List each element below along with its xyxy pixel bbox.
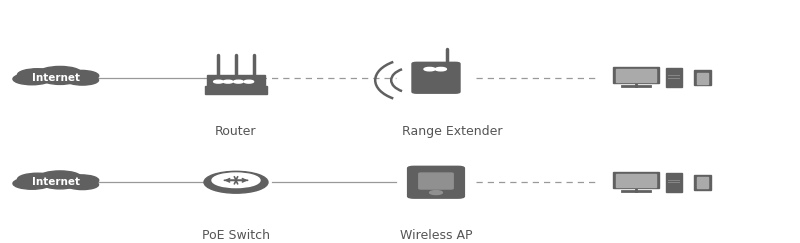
Bar	[613, 67, 659, 83]
Text: Wireless AP: Wireless AP	[400, 229, 472, 242]
Circle shape	[42, 74, 78, 84]
Text: Router: Router	[215, 125, 257, 138]
Bar	[616, 69, 656, 82]
Text: PoE Switch: PoE Switch	[202, 229, 270, 242]
Bar	[613, 172, 659, 188]
FancyBboxPatch shape	[408, 166, 464, 198]
Circle shape	[234, 80, 243, 83]
FancyBboxPatch shape	[412, 62, 460, 93]
Circle shape	[63, 175, 98, 186]
Bar	[205, 86, 267, 94]
Circle shape	[223, 80, 233, 83]
Ellipse shape	[204, 171, 268, 193]
Circle shape	[18, 69, 58, 81]
Circle shape	[13, 73, 51, 85]
Circle shape	[435, 67, 446, 71]
Bar	[666, 68, 682, 87]
Bar	[666, 173, 682, 192]
Circle shape	[430, 191, 442, 194]
Circle shape	[66, 180, 98, 190]
Circle shape	[66, 75, 98, 85]
Circle shape	[13, 178, 51, 189]
Circle shape	[244, 80, 254, 83]
Text: Internet: Internet	[32, 73, 80, 83]
Circle shape	[212, 173, 260, 188]
Circle shape	[63, 70, 98, 81]
Bar	[694, 175, 711, 190]
Text: Internet: Internet	[32, 177, 80, 187]
Text: Range Extender: Range Extender	[402, 125, 502, 138]
Circle shape	[42, 178, 78, 189]
Circle shape	[18, 173, 58, 185]
Circle shape	[38, 66, 82, 79]
Circle shape	[424, 67, 435, 71]
Bar	[697, 73, 708, 84]
Bar	[697, 177, 708, 188]
Circle shape	[38, 171, 82, 184]
Bar	[207, 75, 265, 87]
Circle shape	[214, 80, 223, 83]
Bar	[694, 70, 711, 85]
FancyBboxPatch shape	[419, 173, 454, 189]
Bar	[616, 174, 656, 187]
